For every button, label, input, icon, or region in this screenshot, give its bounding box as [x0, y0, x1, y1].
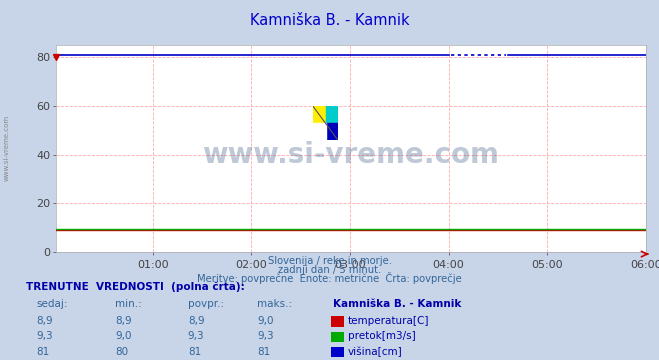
Text: min.:: min.: [115, 299, 142, 309]
Text: temperatura[C]: temperatura[C] [348, 316, 430, 327]
Text: 81: 81 [257, 347, 270, 357]
Text: Kamniška B. - Kamnik: Kamniška B. - Kamnik [250, 13, 409, 28]
Text: sedaj:: sedaj: [36, 299, 68, 309]
Bar [326, 106, 338, 123]
Text: višina[cm]: višina[cm] [348, 346, 403, 357]
Text: 9,3: 9,3 [36, 332, 53, 342]
Bar [313, 123, 326, 140]
Text: 8,9: 8,9 [36, 316, 53, 327]
Text: 9,0: 9,0 [257, 316, 273, 327]
Text: 80: 80 [115, 347, 129, 357]
Text: www.si-vreme.com: www.si-vreme.com [202, 141, 500, 169]
Text: 9,3: 9,3 [188, 332, 204, 342]
Text: zadnji dan / 5 minut.: zadnji dan / 5 minut. [278, 265, 381, 275]
Text: povpr.:: povpr.: [188, 299, 224, 309]
Text: Meritve: povprečne  Enote: metrične  Črta: povprečje: Meritve: povprečne Enote: metrične Črta:… [197, 271, 462, 284]
Text: 9,3: 9,3 [257, 332, 273, 342]
Text: 8,9: 8,9 [115, 316, 132, 327]
Text: 8,9: 8,9 [188, 316, 204, 327]
Text: 81: 81 [36, 347, 49, 357]
Text: pretok[m3/s]: pretok[m3/s] [348, 332, 416, 342]
Bar [326, 123, 338, 140]
Text: www.si-vreme.com: www.si-vreme.com [3, 114, 10, 181]
Text: 81: 81 [188, 347, 201, 357]
Text: Kamniška B. - Kamnik: Kamniška B. - Kamnik [333, 299, 461, 309]
Bar [313, 106, 326, 123]
Text: Slovenija / reke in morje.: Slovenija / reke in morje. [268, 256, 391, 266]
Text: 9,0: 9,0 [115, 332, 132, 342]
Text: TRENUTNE  VREDNOSTI  (polna črta):: TRENUTNE VREDNOSTI (polna črta): [26, 281, 245, 292]
Text: maks.:: maks.: [257, 299, 292, 309]
